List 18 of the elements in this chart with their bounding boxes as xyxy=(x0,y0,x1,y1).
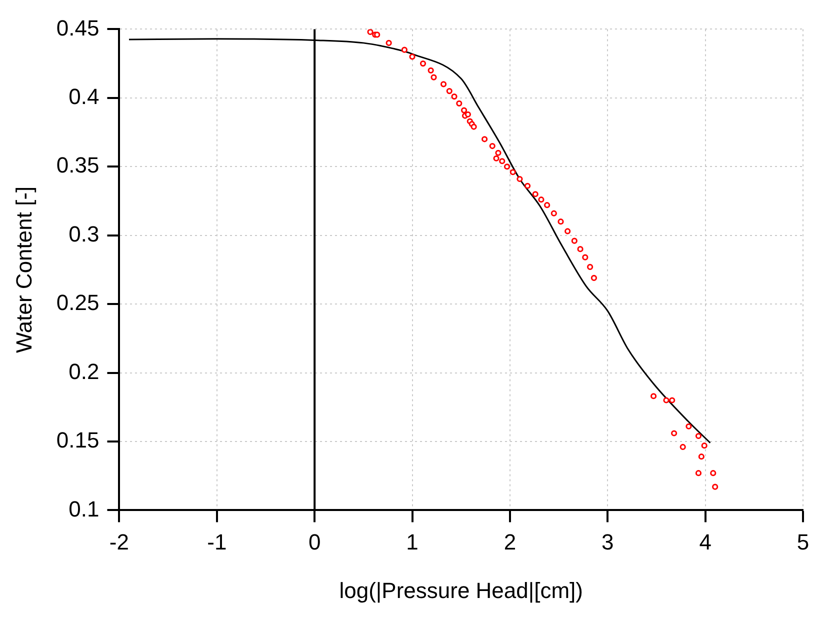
y-tick-label: 0.1 xyxy=(68,496,100,522)
y-tick-label: 0.25 xyxy=(56,290,100,316)
y-tick-label: 0.4 xyxy=(68,84,100,109)
x-tick-label: 3 xyxy=(602,529,614,554)
x-tick-label: -1 xyxy=(207,529,227,554)
x-tick-label: 5 xyxy=(796,529,810,554)
y-tick-label: 0.35 xyxy=(56,152,100,178)
x-tick-label: 0 xyxy=(308,529,321,554)
x-tick-label: 1 xyxy=(406,529,418,554)
y-axis-title: Water Content [-] xyxy=(11,186,36,354)
y-tick-label: 0.15 xyxy=(56,428,100,453)
x-tick-label: -2 xyxy=(109,529,129,554)
x-tick-label: 4 xyxy=(699,529,712,554)
y-tick-label: 0.2 xyxy=(68,358,100,384)
x-tick-label: 2 xyxy=(504,529,516,554)
y-tick-label: 0.45 xyxy=(56,15,100,40)
y-tick-label: 0.3 xyxy=(68,221,100,246)
x-axis-title: log(|Pressure Head|[cm]) xyxy=(339,578,583,603)
